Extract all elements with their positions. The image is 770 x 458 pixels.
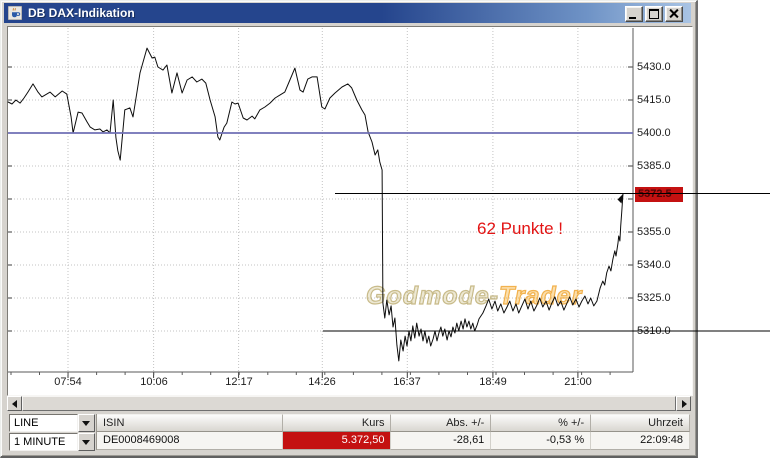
chart-type-select[interactable]: LINE (9, 414, 95, 432)
minimize-icon (629, 17, 636, 19)
interval-value[interactable]: 1 MINUTE (9, 433, 78, 451)
header-kurs: Kurs (282, 414, 392, 432)
quote-table: ISIN Kurs Abs. +/- % +/- Uhrzeit DE00084… (96, 414, 690, 450)
chart-type-dropdown-button[interactable] (78, 414, 95, 432)
header-uhrzeit: Uhrzeit (591, 414, 690, 432)
minimize-button[interactable] (625, 6, 643, 22)
chart-plot-area[interactable] (8, 28, 633, 372)
kurs-value: 5.372,50 (282, 432, 392, 450)
header-pct: % +/- (491, 414, 592, 432)
chart-type-value[interactable]: LINE (9, 414, 78, 432)
arrow-left-icon (12, 400, 17, 408)
bottom-panel: LINE 1 MINUTE ISIN Kurs Abs. +/- % +/- U… (7, 413, 691, 452)
scroll-right-button[interactable] (676, 396, 691, 411)
scrollbar-thumb[interactable] (22, 396, 676, 411)
abs-change-value: -28,61 (391, 432, 492, 450)
window-controls (625, 6, 683, 22)
isin-value: DE0008469008 (97, 432, 283, 450)
chevron-down-icon (82, 440, 90, 445)
scroll-left-button[interactable] (7, 396, 22, 411)
pct-change-value: -0,53 % (491, 432, 592, 450)
arrow-right-icon (682, 400, 687, 408)
header-abs: Abs. +/- (391, 414, 492, 432)
quote-table-header: ISIN Kurs Abs. +/- % +/- Uhrzeit (97, 414, 690, 432)
interval-select[interactable]: 1 MINUTE (9, 433, 95, 451)
window-icon coffee-cup-icon (7, 5, 23, 21)
time-value: 22:09:48 (591, 432, 690, 450)
title-bar[interactable]: DB DAX-Indikation (4, 3, 691, 23)
quote-table-row[interactable]: DE0008469008 5.372,50 -28,61 -0,53 % 22:… (97, 432, 690, 450)
maximize-button[interactable] (645, 6, 663, 22)
chart-horizontal-scrollbar[interactable] (7, 396, 691, 411)
close-icon (669, 9, 678, 18)
header-isin: ISIN (97, 414, 283, 432)
close-button[interactable] (665, 6, 683, 22)
chevron-down-icon (82, 421, 90, 426)
interval-dropdown-button[interactable] (78, 433, 95, 451)
last-price-box: 5372.5 (635, 187, 683, 202)
window-title: DB DAX-Indikation (28, 6, 135, 20)
maximize-icon (649, 9, 659, 19)
